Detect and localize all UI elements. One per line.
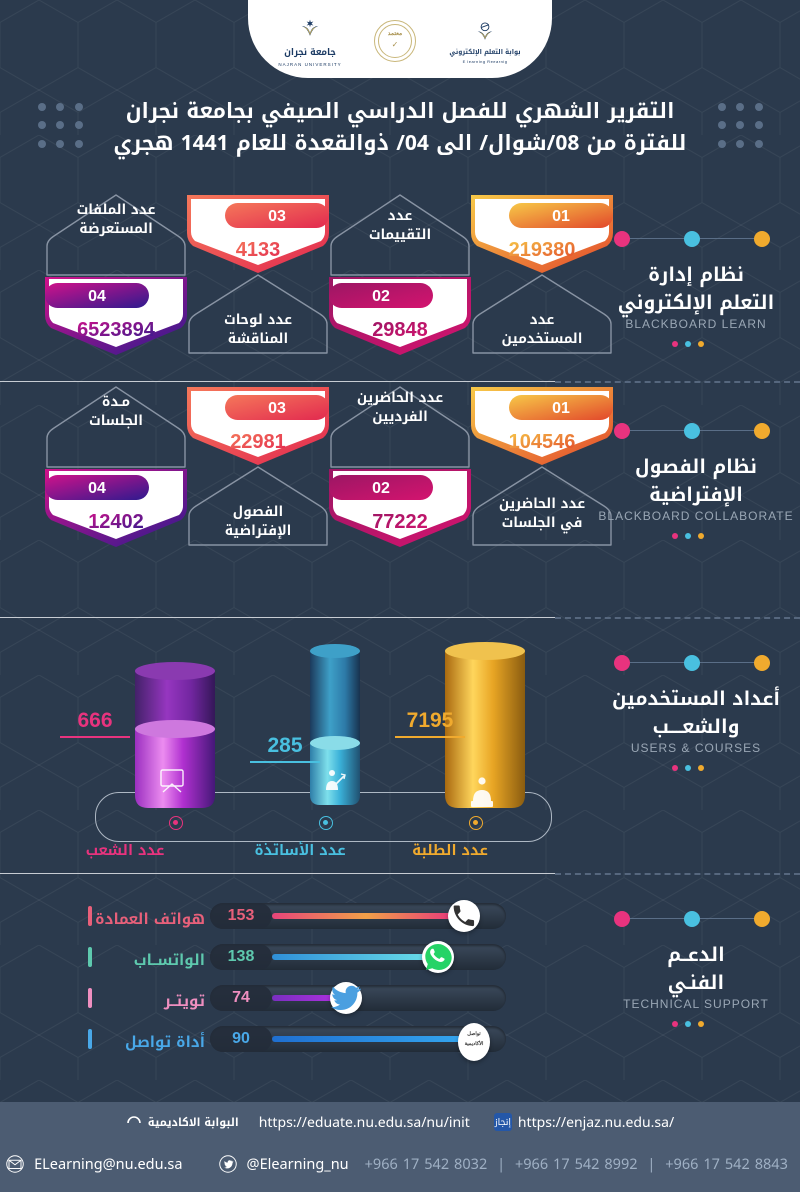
svg-text:77222: 77222 — [372, 511, 428, 533]
svg-text:219380: 219380 — [509, 239, 576, 261]
svg-text:22981: 22981 — [230, 431, 286, 453]
svg-text:01: 01 — [552, 400, 570, 417]
svg-text:29848: 29848 — [372, 319, 428, 341]
svg-text:4133: 4133 — [236, 239, 281, 261]
svg-text:104546: 104546 — [509, 431, 576, 453]
svg-text:02: 02 — [372, 288, 390, 305]
svg-text:04: 04 — [88, 480, 106, 497]
svg-text:04: 04 — [88, 288, 106, 305]
svg-text:03: 03 — [268, 208, 286, 225]
svg-text:01: 01 — [552, 208, 570, 225]
svg-text:6523894: 6523894 — [77, 319, 156, 341]
svg-text:02: 02 — [372, 480, 390, 497]
svg-text:12402: 12402 — [88, 511, 144, 533]
svg-text:03: 03 — [268, 400, 286, 417]
